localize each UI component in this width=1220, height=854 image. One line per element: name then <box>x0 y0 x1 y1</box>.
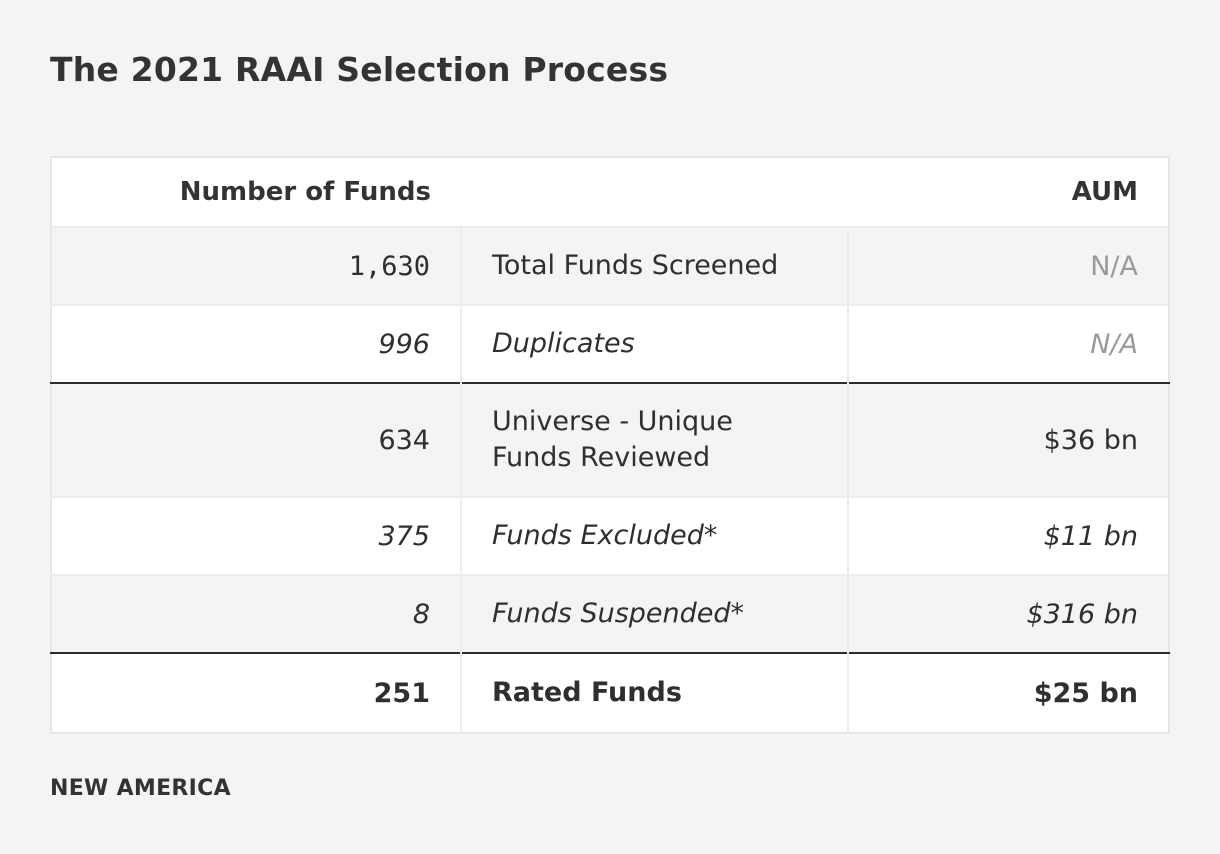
page-title: The 2021 RAAI Selection Process <box>50 50 669 89</box>
row-label: Total Funds Screened <box>460 226 849 305</box>
row-number: 1,630 <box>51 226 461 305</box>
header-number-of-funds: Number of Funds <box>51 157 461 227</box>
row-number: 8 <box>51 574 461 653</box>
row-number: 996 <box>51 304 461 383</box>
row-number: 375 <box>51 496 461 575</box>
row-aum: $25 bn <box>848 652 1169 733</box>
footer-source: NEW AMERICA <box>50 776 231 801</box>
row-aum: $36 bn <box>848 382 1169 497</box>
table-row: 634 Universe - Unique Funds Reviewed $36… <box>51 382 1169 497</box>
header-aum: AUM <box>848 157 1169 227</box>
table-row: 1,630 Total Funds Screened N/A <box>51 226 1169 305</box>
row-label: Rated Funds <box>460 652 849 733</box>
row-aum: $11 bn <box>848 496 1169 575</box>
row-aum: N/A <box>848 304 1169 383</box>
table-row: 375 Funds Excluded* $11 bn <box>51 496 1169 575</box>
row-aum: N/A <box>848 226 1169 305</box>
header-label <box>461 157 848 227</box>
row-label: Funds Excluded* <box>460 496 849 575</box>
row-aum: $316 bn <box>848 574 1169 653</box>
row-label: Duplicates <box>460 304 849 383</box>
table-header-row: Number of Funds AUM <box>51 157 1169 227</box>
row-number: 251 <box>51 652 461 733</box>
row-label: Funds Suspended* <box>460 574 849 653</box>
table-row-total: 251 Rated Funds $25 bn <box>51 652 1169 733</box>
row-label: Universe - Unique Funds Reviewed <box>460 382 849 497</box>
table-row: 8 Funds Suspended* $316 bn <box>51 574 1169 653</box>
row-number: 634 <box>51 382 461 497</box>
selection-table: Number of Funds AUM 1,630 Total Funds Sc… <box>50 156 1170 734</box>
table-row: 996 Duplicates N/A <box>51 304 1169 383</box>
